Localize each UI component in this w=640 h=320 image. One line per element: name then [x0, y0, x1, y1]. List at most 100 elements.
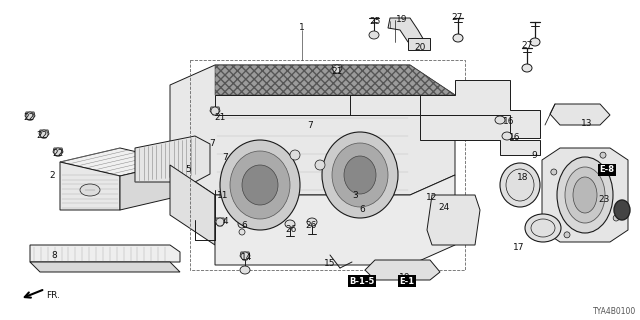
Text: 16: 16: [509, 133, 521, 142]
Text: 19: 19: [396, 15, 408, 25]
Polygon shape: [30, 245, 180, 262]
Text: 1: 1: [299, 23, 305, 33]
Ellipse shape: [26, 112, 34, 120]
Polygon shape: [215, 80, 540, 138]
Ellipse shape: [502, 132, 512, 140]
Text: FR.: FR.: [46, 291, 60, 300]
Text: 7: 7: [222, 154, 228, 163]
Polygon shape: [53, 148, 63, 156]
Text: 7: 7: [307, 121, 313, 130]
Ellipse shape: [333, 65, 341, 73]
Polygon shape: [120, 162, 180, 210]
Text: 5: 5: [185, 165, 191, 174]
Ellipse shape: [614, 200, 630, 220]
Text: 7: 7: [209, 139, 215, 148]
Ellipse shape: [285, 220, 295, 228]
Text: 9: 9: [531, 151, 537, 161]
Ellipse shape: [290, 150, 300, 160]
Ellipse shape: [500, 163, 540, 207]
Ellipse shape: [240, 266, 250, 274]
Ellipse shape: [453, 34, 463, 42]
Polygon shape: [135, 136, 210, 182]
Ellipse shape: [525, 214, 561, 242]
Ellipse shape: [522, 64, 532, 72]
Text: 24: 24: [438, 203, 450, 212]
Polygon shape: [170, 65, 455, 195]
Polygon shape: [215, 175, 455, 265]
Text: 14: 14: [241, 253, 253, 262]
Text: 6: 6: [359, 204, 365, 213]
Polygon shape: [60, 162, 120, 210]
Text: 27: 27: [522, 42, 532, 51]
Text: 6: 6: [241, 221, 247, 230]
Text: 22: 22: [52, 148, 63, 157]
Ellipse shape: [613, 215, 619, 221]
Ellipse shape: [369, 31, 379, 39]
Ellipse shape: [315, 160, 325, 170]
Ellipse shape: [573, 177, 597, 213]
Polygon shape: [550, 104, 610, 125]
Polygon shape: [25, 112, 35, 120]
Ellipse shape: [557, 157, 613, 233]
Ellipse shape: [80, 184, 100, 196]
Polygon shape: [170, 165, 215, 245]
Ellipse shape: [495, 116, 505, 124]
Ellipse shape: [216, 218, 224, 226]
Ellipse shape: [211, 107, 219, 115]
Text: E-1: E-1: [399, 276, 415, 285]
Bar: [190, 60, 465, 270]
Text: 4: 4: [222, 218, 228, 227]
Ellipse shape: [564, 232, 570, 238]
Ellipse shape: [344, 156, 376, 194]
Polygon shape: [332, 65, 342, 73]
Text: 2: 2: [49, 171, 55, 180]
Polygon shape: [542, 148, 628, 242]
Text: 25: 25: [369, 17, 381, 26]
Ellipse shape: [551, 169, 557, 175]
Polygon shape: [365, 260, 440, 280]
Polygon shape: [215, 218, 225, 226]
Ellipse shape: [241, 252, 249, 260]
Text: 15: 15: [324, 260, 336, 268]
Text: 23: 23: [598, 195, 610, 204]
Text: 12: 12: [426, 193, 438, 202]
Ellipse shape: [307, 218, 317, 226]
Text: 17: 17: [513, 244, 525, 252]
Ellipse shape: [332, 143, 388, 207]
Text: 26: 26: [285, 225, 297, 234]
Text: 20: 20: [414, 43, 426, 52]
Ellipse shape: [220, 140, 300, 230]
Text: 11: 11: [217, 191, 228, 201]
Text: 18: 18: [517, 173, 529, 182]
Ellipse shape: [40, 130, 48, 138]
Text: 21: 21: [214, 113, 226, 122]
Polygon shape: [210, 107, 220, 115]
Ellipse shape: [530, 38, 540, 46]
Polygon shape: [420, 115, 540, 155]
Ellipse shape: [239, 229, 245, 235]
Text: 3: 3: [352, 191, 358, 201]
Ellipse shape: [600, 152, 606, 158]
Text: 10: 10: [399, 273, 411, 282]
Polygon shape: [388, 18, 425, 42]
Polygon shape: [427, 195, 480, 245]
Text: 16: 16: [503, 117, 515, 126]
Ellipse shape: [54, 148, 62, 156]
Text: E-8: E-8: [600, 165, 614, 174]
Text: B-1-5: B-1-5: [349, 276, 374, 285]
Ellipse shape: [322, 132, 398, 218]
Polygon shape: [30, 262, 180, 272]
Text: 22: 22: [36, 132, 47, 140]
Text: 13: 13: [581, 119, 593, 129]
Polygon shape: [60, 148, 180, 176]
Ellipse shape: [238, 220, 246, 228]
Text: 27: 27: [451, 13, 463, 22]
Polygon shape: [39, 130, 49, 138]
Ellipse shape: [242, 165, 278, 205]
Text: 22: 22: [24, 114, 35, 123]
Ellipse shape: [565, 167, 605, 223]
Polygon shape: [215, 65, 455, 95]
Text: 21: 21: [332, 68, 342, 76]
Ellipse shape: [230, 151, 290, 219]
Bar: [408, 38, 430, 50]
